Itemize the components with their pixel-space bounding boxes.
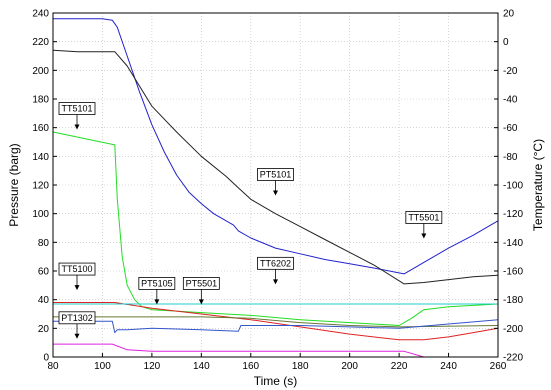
series-line-tt5101 xyxy=(52,131,499,326)
x-tick-label: 200 xyxy=(341,361,358,372)
y2-tick-label: -100 xyxy=(503,181,523,192)
series-line-pt5101 xyxy=(53,18,499,275)
y2-tick-label: -60 xyxy=(503,123,518,134)
callout-label: TT6202 xyxy=(260,258,291,268)
callouts-group: TT5101 PT5101 TT5501 TT5100 PT5105 PT5501 TT62… xyxy=(58,102,443,339)
x-tick-label: 160 xyxy=(242,361,259,372)
series-line-tt5501 xyxy=(52,49,499,285)
callout-label: TT5501 xyxy=(408,212,439,222)
y2-tick-label: -80 xyxy=(503,152,518,163)
callout-label: PT5101 xyxy=(260,169,292,179)
x-tick-label: 240 xyxy=(440,361,457,372)
series-line-pt1302 xyxy=(53,343,498,358)
y-tick-label: 80 xyxy=(38,238,50,249)
callout-tt5100: TT5100 xyxy=(58,262,96,291)
x-tick-label: 120 xyxy=(144,361,161,372)
callout-pt5501: PT5501 xyxy=(182,276,220,305)
y2-tick-label: -200 xyxy=(503,324,523,335)
y2-tick-label: -20 xyxy=(503,66,518,77)
y-tick-label: 200 xyxy=(32,66,49,77)
callout-arrowhead xyxy=(74,124,80,130)
callout-arrowhead xyxy=(74,333,80,339)
y-tick-label: 140 xyxy=(32,152,49,163)
x-tick-label: 80 xyxy=(47,361,59,372)
y2-tick-label: -120 xyxy=(503,209,523,220)
callout-label: PT5105 xyxy=(141,278,173,288)
callout-label: TT5100 xyxy=(61,264,92,274)
y2-axis-title: Temperature (°C) xyxy=(531,139,545,231)
callout-pt5101: PT5101 xyxy=(257,168,294,196)
series-line-tt5100 xyxy=(53,302,499,341)
y-tick-label: 60 xyxy=(38,267,50,278)
y2-tick-label: -160 xyxy=(503,267,523,278)
series-line-pt5501 xyxy=(53,319,499,334)
x-tick-label: 260 xyxy=(490,361,507,372)
y-tick-label: 120 xyxy=(32,181,49,192)
callout-label: PT1302 xyxy=(61,313,93,323)
x-tick-label: 220 xyxy=(391,361,408,372)
y2-tick-label: 0 xyxy=(503,37,509,48)
callout-arrowhead xyxy=(273,190,278,196)
x-tick-label: 100 xyxy=(94,361,111,372)
series-group xyxy=(52,18,499,358)
callout-pt1302: PT1302 xyxy=(58,311,96,339)
y2-tick-label: -40 xyxy=(503,95,518,106)
series-line-pt5105 xyxy=(53,316,499,328)
y2-tick-label: -180 xyxy=(503,295,523,306)
callout-arrowhead xyxy=(74,285,80,291)
y2-tick-label: -140 xyxy=(503,238,523,249)
callout-pt5105: PT5105 xyxy=(138,276,176,305)
callout-label: TT5101 xyxy=(61,104,92,114)
y-tick-label: 180 xyxy=(32,95,49,106)
callout-tt5101: TT5101 xyxy=(58,102,96,130)
x-tick-label: 180 xyxy=(292,361,309,372)
y-tick-label: 0 xyxy=(43,353,49,364)
y-axis-title: Pressure (barg) xyxy=(7,143,21,226)
y2-tick-label: -220 xyxy=(503,353,523,364)
x-axis-title: Time (s) xyxy=(254,374,298,388)
callout-arrowhead xyxy=(273,279,278,285)
x-tick-label: 140 xyxy=(193,361,210,372)
y-tick-label: 20 xyxy=(38,324,50,335)
y-tick-label: 220 xyxy=(32,37,49,48)
callout-arrowhead xyxy=(154,299,160,305)
callout-arrowhead xyxy=(198,299,204,305)
y-tick-label: 160 xyxy=(32,123,49,134)
callout-tt5501: TT5501 xyxy=(405,211,443,239)
y-tick-label: 100 xyxy=(32,209,49,220)
y-tick-label: 40 xyxy=(38,295,50,306)
y-tick-label: 240 xyxy=(32,9,49,20)
callout-arrowhead xyxy=(421,233,427,239)
callout-label: PT5501 xyxy=(186,278,218,288)
axes-group: 80 100 120 140 160 180 200 220 240 26002040608010… xyxy=(32,9,523,373)
y2-tick-label: 20 xyxy=(503,9,515,20)
callout-tt6202: TT6202 xyxy=(257,256,294,285)
